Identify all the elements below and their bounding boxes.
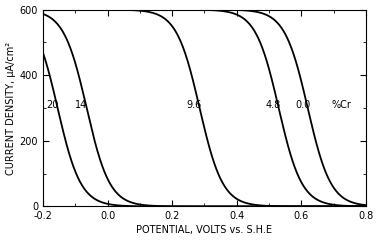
Text: 0.0: 0.0 — [296, 100, 311, 110]
Text: %Cr: %Cr — [332, 100, 352, 110]
Y-axis label: CURRENT DENSITY, μA/cm²: CURRENT DENSITY, μA/cm² — [6, 41, 16, 174]
Text: 9.6: 9.6 — [187, 100, 202, 110]
Text: 14: 14 — [75, 100, 88, 110]
Text: 20: 20 — [46, 100, 59, 110]
Text: 4.8: 4.8 — [266, 100, 281, 110]
X-axis label: POTENTIAL, VOLTS vs. S.H.E: POTENTIAL, VOLTS vs. S.H.E — [136, 225, 273, 235]
